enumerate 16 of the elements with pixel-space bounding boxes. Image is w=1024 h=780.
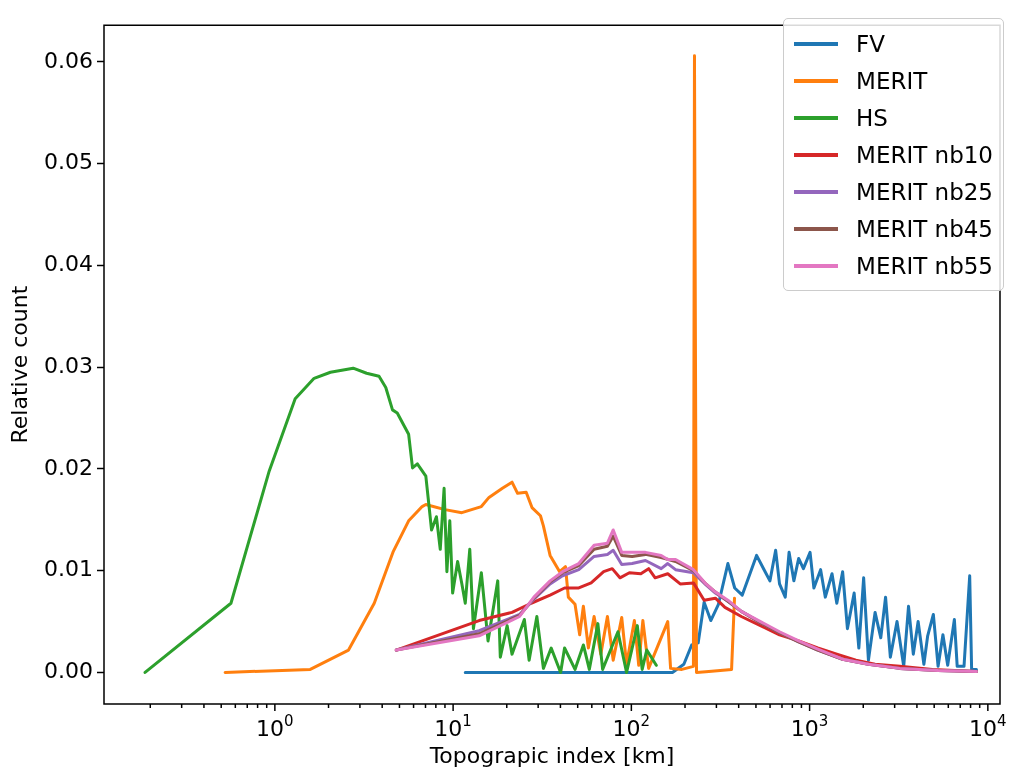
y-tick-label: 0.01 — [44, 556, 93, 582]
y-axis-title: Relative count — [6, 285, 32, 444]
legend-label: MERIT — [856, 67, 928, 94]
y-tick-label: 0.03 — [44, 352, 93, 378]
legend-label: FV — [856, 30, 886, 57]
y-tick-label: 0.04 — [44, 251, 93, 277]
legend-label: HS — [856, 104, 888, 131]
legend-label: MERIT nb45 — [856, 215, 993, 242]
legend-label: MERIT nb25 — [856, 178, 993, 205]
y-tick-label: 0.00 — [44, 658, 93, 684]
legend-label: MERIT nb55 — [856, 252, 993, 279]
legend-label: MERIT nb10 — [856, 141, 993, 168]
x-axis-title: Topograpic index [km] — [428, 742, 675, 768]
y-tick-label: 0.05 — [44, 149, 93, 175]
y-tick-label: 0.02 — [44, 454, 93, 480]
y-tick-label: 0.06 — [44, 47, 93, 73]
